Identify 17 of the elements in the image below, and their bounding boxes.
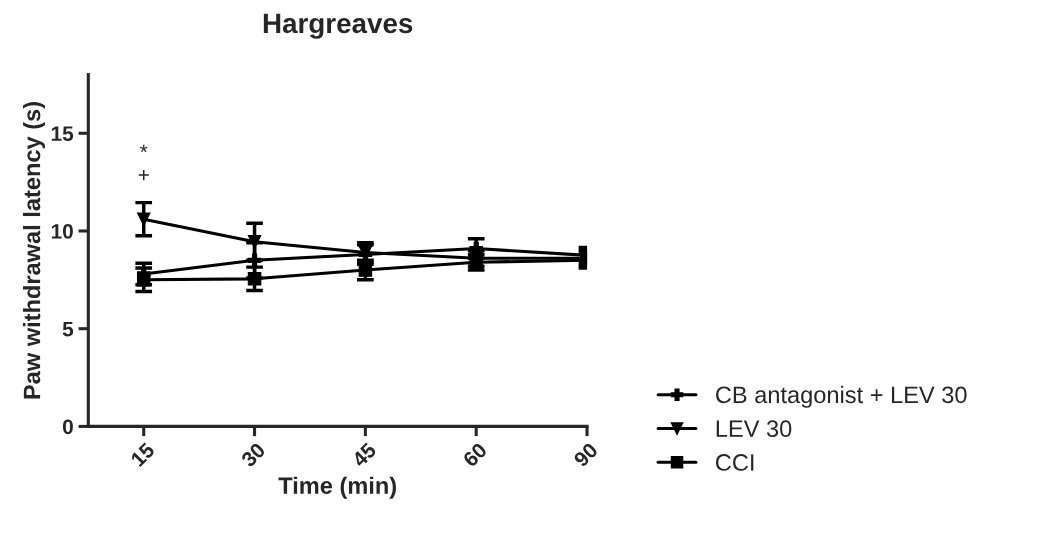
y-tick-label: 0 xyxy=(62,419,73,435)
x-tick-label: 30 xyxy=(240,441,267,468)
x-tick-label: 45 xyxy=(351,441,378,468)
y-tick-label: 15 xyxy=(51,126,74,141)
x-tick-label: 15 xyxy=(130,441,156,468)
chart-title: Hargreaves xyxy=(263,13,413,39)
y-axis-title: Paw withdrawal latency (s) xyxy=(23,102,46,399)
x-tick-label: 90 xyxy=(572,441,599,468)
legend-label: LEV 30 xyxy=(716,420,792,438)
y-tick-label: 5 xyxy=(62,321,74,337)
legend-label: CB antagonist + LEV 30 xyxy=(716,385,967,408)
annotation: * xyxy=(140,144,148,153)
y-tick-label: 10 xyxy=(51,223,73,239)
legend-label: CCI xyxy=(716,454,754,471)
x-axis-title: Time (min) xyxy=(278,476,396,499)
annotation: + xyxy=(138,170,149,181)
x-tick-label: 60 xyxy=(462,441,488,468)
